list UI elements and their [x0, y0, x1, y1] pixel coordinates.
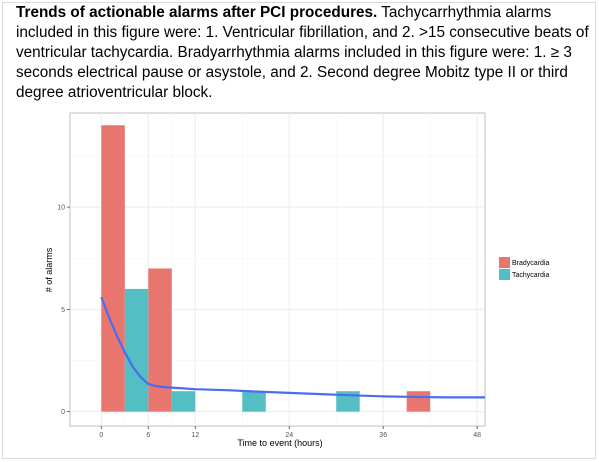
x-axis-label: Time to event (hours)	[237, 438, 322, 448]
y-tick-label: 0	[61, 409, 65, 416]
x-tick-label: 0	[99, 432, 103, 439]
trend-layer	[100, 296, 485, 399]
y-tick-label: 5	[61, 307, 65, 314]
trend-line	[100, 296, 485, 399]
x-tick-label: 36	[379, 432, 387, 439]
caption-title: Trends of actionable alarms after PCI pr…	[16, 4, 378, 21]
bar-tachycardia-2	[242, 391, 266, 412]
legend-label-tachycardia: Tachycardia	[512, 272, 549, 279]
caption-body: Tachycarrhythmia alarms included in this…	[16, 4, 589, 101]
bar-bradycardia-0	[101, 125, 125, 412]
x-tick-label: 12	[191, 432, 199, 439]
bar-bradycardia-2	[406, 391, 431, 412]
legend: Bradycardia Tachycardia	[499, 257, 549, 280]
x-tick-label: 24	[285, 432, 293, 439]
axes-layer: 0 6 12 24 36 48 0 5 10	[57, 205, 481, 439]
bar-bradycardia-1	[148, 268, 172, 412]
x-tick-label: 6	[146, 432, 150, 439]
bar-tachycardia-0	[124, 288, 149, 412]
bar-tachycardia-1	[171, 391, 196, 412]
legend-swatch-bradycardia	[499, 257, 510, 268]
figure-caption: Trends of actionable alarms after PCI pr…	[16, 3, 591, 103]
y-tick-label: 10	[57, 205, 65, 212]
legend-label-bradycardia: Bradycardia	[512, 260, 549, 267]
y-axis-label: # of alarms	[44, 247, 54, 292]
x-tick-label: 48	[473, 432, 481, 439]
legend-swatch-tachycardia	[499, 269, 510, 280]
